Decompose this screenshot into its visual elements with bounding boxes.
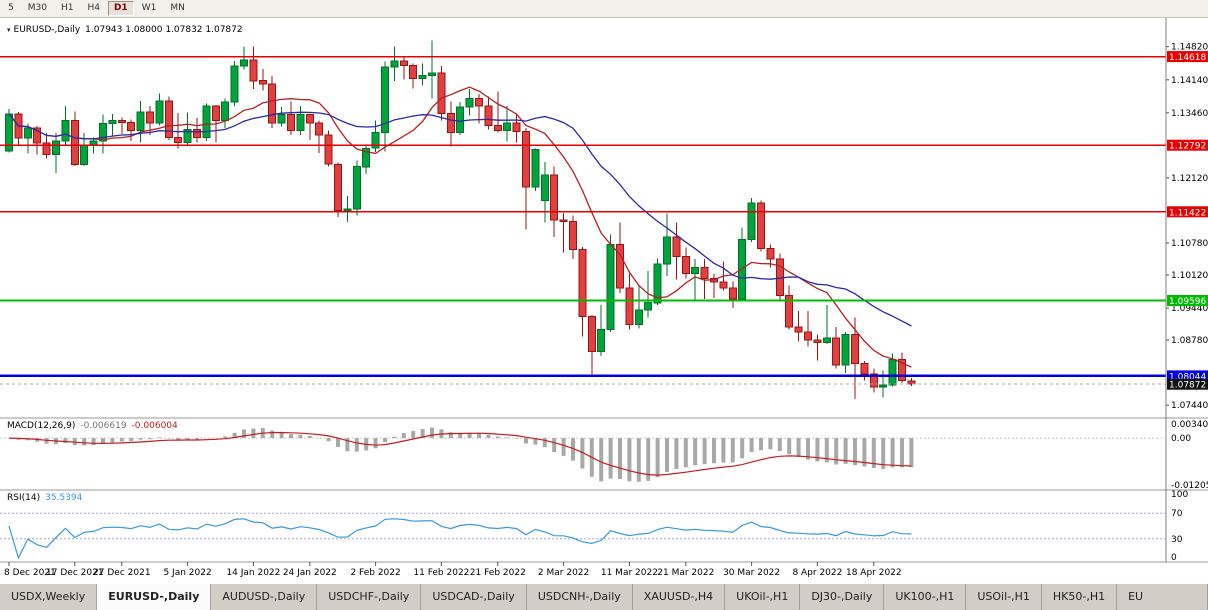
chart-tab-uk100-h1[interactable]: UK100-,H1 xyxy=(884,584,967,610)
svg-text:1.12792: 1.12792 xyxy=(1169,142,1206,152)
svg-text:1.10780: 1.10780 xyxy=(1171,239,1208,249)
svg-text:-0.012058: -0.012058 xyxy=(1171,481,1208,491)
macd-signal-value: -0.006004 xyxy=(131,421,178,431)
chart-tab-xauusd-h4[interactable]: XAUUSD-,H4 xyxy=(632,584,726,610)
chart-tab-usoil-h1[interactable]: USOil-,H1 xyxy=(966,584,1042,610)
rsi-value: 35.5394 xyxy=(45,493,83,503)
chart-tab-dj30-daily[interactable]: DJ30-,Daily xyxy=(800,584,885,610)
candles-layer xyxy=(5,40,916,399)
chart-marker-icon: ▾ xyxy=(7,26,11,34)
chart-title: ▾ EURUSD-,Daily 1.07943 1.08000 1.07832 1.… xyxy=(7,25,243,35)
svg-text:1.07872: 1.07872 xyxy=(1169,381,1206,391)
svg-text:2 Mar 2022: 2 Mar 2022 xyxy=(538,568,589,578)
rsi-panel: 100 70 30 0 xyxy=(0,490,1188,563)
chart-tab-audusd-daily[interactable]: AUDUSD-,Daily xyxy=(211,584,318,610)
svg-text:1.09596: 1.09596 xyxy=(1169,297,1206,307)
price-chart[interactable]: 0.0034080.00-0.012058100703001.148201.14… xyxy=(0,18,1208,584)
chart-tabs: USDX,Weekly EURUSD-,Daily AUDUSD-,Daily USD… xyxy=(0,583,1208,610)
svg-text:8 Apr 2022: 8 Apr 2022 xyxy=(792,568,842,578)
svg-text:1.09440: 1.09440 xyxy=(1171,304,1208,314)
svg-text:0.003408: 0.003408 xyxy=(1171,420,1208,430)
svg-text:2 Feb 2022: 2 Feb 2022 xyxy=(350,568,400,578)
timeframe-button-w1[interactable]: W1 xyxy=(136,1,163,16)
svg-text:1.08044: 1.08044 xyxy=(1169,372,1206,382)
timeframe-button-d1[interactable]: D1 xyxy=(107,1,134,16)
timeframe-button-m30[interactable]: M30 xyxy=(22,1,53,16)
svg-text:14 Jan 2022: 14 Jan 2022 xyxy=(226,568,280,578)
svg-text:21 Feb 2022: 21 Feb 2022 xyxy=(470,568,526,578)
rsi-label: RSI(14) 35.5394 xyxy=(7,493,82,503)
macd-main-value: -0.006619 xyxy=(80,421,127,431)
chart-ohlc-values: 1.07943 1.08000 1.07832 1.07872 xyxy=(85,25,243,35)
macd-panel: 0.003408 0.00 -0.012058 xyxy=(0,420,1208,491)
svg-text:30: 30 xyxy=(1171,535,1183,545)
svg-text:0.00: 0.00 xyxy=(1171,434,1191,444)
timeframe-button-5[interactable]: 5 xyxy=(2,1,20,16)
svg-text:30 Mar 2022: 30 Mar 2022 xyxy=(723,568,780,578)
svg-text:5 Jan 2022: 5 Jan 2022 xyxy=(163,568,211,578)
svg-text:8 Dec 2021: 8 Dec 2021 xyxy=(4,568,56,578)
chart-tab-usdcad-daily[interactable]: USDCAD-,Daily xyxy=(421,584,527,610)
svg-text:1.11422: 1.11422 xyxy=(1169,208,1206,218)
svg-text:1.14618: 1.14618 xyxy=(1169,53,1206,63)
panel-separators xyxy=(0,18,1208,563)
chart-symbol-period: EURUSD-,Daily xyxy=(13,25,81,35)
svg-text:11 Mar 2022: 11 Mar 2022 xyxy=(601,568,658,578)
chart-tab-eu[interactable]: EU xyxy=(1117,584,1208,610)
macd-indicator-name: MACD(12,26,9) xyxy=(7,421,76,431)
timeframe-toolbar: 5 M30 H1 H4 D1 W1 MN xyxy=(0,0,1208,18)
moving-average-lines xyxy=(8,86,912,368)
svg-text:1.10120: 1.10120 xyxy=(1171,271,1208,281)
horizontal-lines-layer xyxy=(0,55,1166,385)
svg-text:1.13460: 1.13460 xyxy=(1171,109,1208,119)
svg-text:1.14140: 1.14140 xyxy=(1171,76,1208,86)
chart-tab-ukoil-h1[interactable]: UKOil-,H1 xyxy=(725,584,801,610)
svg-text:17 Dec 2021: 17 Dec 2021 xyxy=(46,568,104,578)
chart-tab-usdchf-daily[interactable]: USDCHF-,Daily xyxy=(317,584,422,610)
svg-text:1.12120: 1.12120 xyxy=(1171,174,1208,184)
svg-text:1.07440: 1.07440 xyxy=(1171,401,1208,411)
svg-text:0: 0 xyxy=(1171,553,1177,563)
svg-text:18 Apr 2022: 18 Apr 2022 xyxy=(846,568,902,578)
chart-tab-usdx-weekly[interactable]: USDX,Weekly xyxy=(0,584,98,610)
chart-tab-usdcnh-daily[interactable]: USDCNH-,Daily xyxy=(526,584,633,610)
svg-text:24 Jan 2022: 24 Jan 2022 xyxy=(283,568,337,578)
chart-tab-eurusd-daily[interactable]: EURUSD-,Daily xyxy=(97,584,212,610)
svg-text:100: 100 xyxy=(1171,490,1188,500)
timeframe-button-h4[interactable]: H4 xyxy=(81,1,106,16)
rsi-indicator-name: RSI(14) xyxy=(7,493,41,503)
macd-label: MACD(12,26,9) -0.006619 -0.006004 xyxy=(7,421,178,431)
timeframe-button-mn[interactable]: MN xyxy=(164,1,191,16)
svg-text:1.08780: 1.08780 xyxy=(1171,336,1208,346)
svg-text:1.14820: 1.14820 xyxy=(1171,43,1208,53)
svg-text:70: 70 xyxy=(1171,509,1183,519)
timeframe-button-h1[interactable]: H1 xyxy=(55,1,80,16)
price-axis: 1.14820 1.14140 1.13460 1.12120 1.10780 1.101… xyxy=(1166,43,1208,411)
svg-text:11 Feb 2022: 11 Feb 2022 xyxy=(413,568,469,578)
chart-tab-hk50-h1[interactable]: HK50-,H1 xyxy=(1041,584,1118,610)
svg-text:21 Mar 2022: 21 Mar 2022 xyxy=(657,568,714,578)
svg-text:27 Dec 2021: 27 Dec 2021 xyxy=(93,568,151,578)
